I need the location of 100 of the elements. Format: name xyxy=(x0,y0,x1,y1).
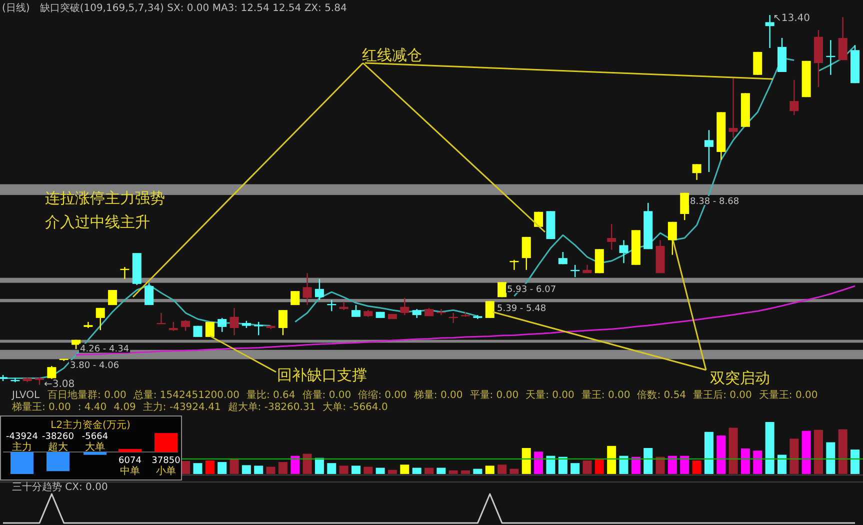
candlestick xyxy=(339,301,348,311)
annotation: 红线减仓 xyxy=(362,46,422,64)
text: 倍量: 0.00 xyxy=(302,389,352,401)
candlestick xyxy=(302,272,312,306)
bar xyxy=(668,456,677,474)
bar xyxy=(302,454,312,474)
bar xyxy=(728,428,738,474)
candlestick xyxy=(692,164,702,181)
candlestick xyxy=(558,251,568,265)
bar xyxy=(278,462,288,474)
bar xyxy=(680,456,690,474)
text: 量王后: 0.00 xyxy=(693,389,752,401)
bar xyxy=(704,432,714,474)
candlestick xyxy=(314,278,324,301)
bar xyxy=(424,468,434,474)
candlestick xyxy=(400,297,410,316)
bar xyxy=(850,450,860,474)
bar xyxy=(448,470,458,474)
chart-title: (日线) xyxy=(2,2,30,14)
candlestick xyxy=(838,16,848,61)
band-label: 3.80 - 4.06 xyxy=(70,361,120,372)
annotation: ←3.08 xyxy=(44,379,75,390)
bar xyxy=(376,468,385,474)
bar xyxy=(290,456,300,474)
annotation: 连拉涨停主力强势 xyxy=(45,189,165,207)
bar xyxy=(619,456,628,474)
band-label: 5.93 - 6.07 xyxy=(507,284,556,295)
candlestick xyxy=(765,14,774,49)
text: 4.09 xyxy=(114,402,136,413)
text: 量比: 0.64 xyxy=(246,389,296,401)
data-label: 37850 xyxy=(152,456,181,466)
candlestick xyxy=(485,300,494,319)
bar xyxy=(522,448,531,474)
text: 大单: -5664.0 xyxy=(322,401,388,413)
chart-title: 三十分趋势 CX: 0.00 xyxy=(12,481,108,493)
text: : 4.40 xyxy=(78,402,107,413)
data-label: -43924 xyxy=(6,432,38,442)
bar xyxy=(594,458,604,474)
bar xyxy=(740,448,750,474)
candlestick xyxy=(181,320,190,332)
bar xyxy=(777,454,786,474)
bar xyxy=(485,466,494,474)
candlestick xyxy=(144,282,154,306)
annotation: 介入过中线主升 xyxy=(45,213,150,231)
text: 主力: -43924.41 xyxy=(142,401,221,413)
bar xyxy=(570,463,580,474)
data-label: -38260 xyxy=(42,432,74,442)
bar xyxy=(546,456,556,474)
bar xyxy=(582,460,592,474)
data-label: 6074 xyxy=(118,456,142,466)
text: 倍缩: 0.00 xyxy=(358,389,407,401)
bar xyxy=(498,464,507,474)
text: 倍数: 0.54 xyxy=(637,389,686,401)
text: 总量: 1542451200.00 xyxy=(132,389,240,401)
x-tick-label: 中单 xyxy=(120,465,140,477)
bar xyxy=(790,438,799,474)
candlestick xyxy=(498,282,507,298)
candlestick xyxy=(278,309,288,336)
bar xyxy=(205,460,214,474)
bar xyxy=(692,460,702,474)
bar xyxy=(461,470,470,474)
x-tick-label: 主力 xyxy=(12,441,32,453)
text: 量王: 0.00 xyxy=(581,390,630,401)
bar xyxy=(266,466,276,474)
bar xyxy=(534,452,544,474)
data-label: -5664 xyxy=(82,432,108,442)
x-tick-label: 超大 xyxy=(48,441,68,453)
band-label: 8.38 - 8.68 xyxy=(690,196,740,207)
bar xyxy=(327,463,336,474)
band-label: 5.39 - 5.48 xyxy=(497,304,546,314)
text: 平量: 0.00 xyxy=(470,390,519,401)
chart-title: JLVOL xyxy=(11,390,40,401)
bar xyxy=(400,464,410,474)
candlestick xyxy=(680,192,690,221)
bar xyxy=(193,463,202,474)
band-label: 4.26 - 4.34 xyxy=(80,344,130,355)
candlestick xyxy=(230,307,239,336)
bar xyxy=(716,436,726,474)
bar xyxy=(412,468,422,474)
bar xyxy=(242,465,251,474)
candlestick xyxy=(668,221,677,256)
candlestick xyxy=(704,129,714,173)
bar xyxy=(814,430,823,474)
bar xyxy=(388,470,397,474)
bar xyxy=(631,456,640,474)
candlestick xyxy=(728,78,738,139)
text: 梯量王: 0.00 xyxy=(11,401,71,413)
candlestick xyxy=(522,236,531,271)
text: 天量: 0.00 xyxy=(526,390,574,401)
candlestick xyxy=(619,240,628,264)
candlestick xyxy=(47,365,56,380)
bar xyxy=(230,459,239,474)
bar xyxy=(838,429,848,474)
annotation: 回补缺口支撑 xyxy=(277,366,367,384)
chart-subtitle: 缺口突破(109,169,5,7,34) SX: 0.00 MA3: 12.54 12.54 ZX: 5.84 xyxy=(40,2,347,14)
x-tick-label: 大单 xyxy=(85,441,105,453)
x-tick-label: 小单 xyxy=(156,465,176,477)
text: 梯量: 0.00 xyxy=(412,389,463,401)
bar xyxy=(607,446,616,474)
candlestick xyxy=(790,79,799,116)
